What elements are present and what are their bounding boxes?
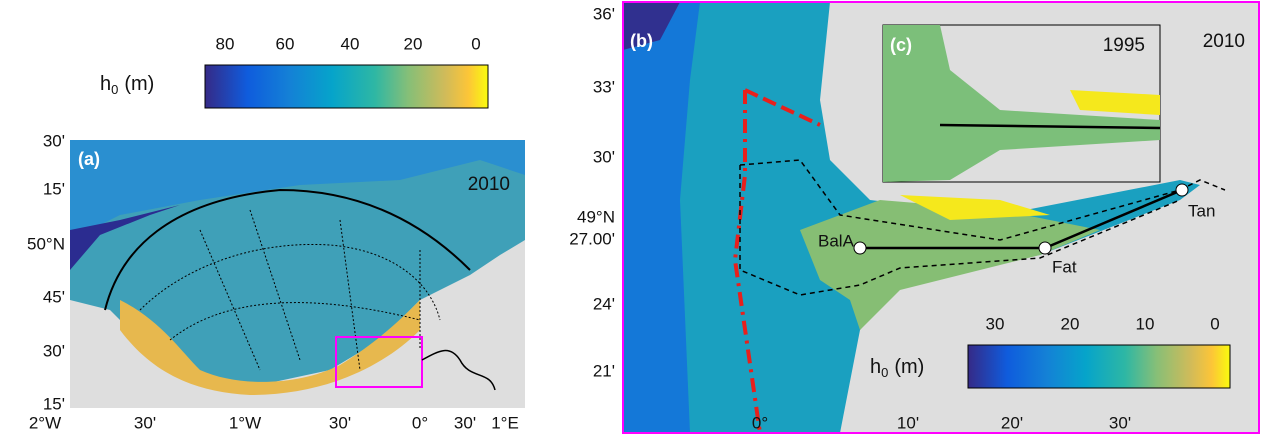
colorbar-tick: 40 xyxy=(341,34,360,53)
y-tick: 30' xyxy=(593,147,615,166)
site-label: Fat xyxy=(1052,257,1077,276)
deep-sea xyxy=(623,2,700,433)
panel-border xyxy=(622,1,1260,434)
x-tick: 20' xyxy=(1001,413,1023,432)
y-tick: 49°N xyxy=(577,207,615,226)
site xyxy=(1175,183,1189,197)
y-tick: 33' xyxy=(593,77,615,96)
colorbar-tick: 20 xyxy=(1061,314,1080,333)
y-tick: 30' xyxy=(43,341,65,360)
deepest xyxy=(70,205,180,270)
inset-label: (c) xyxy=(890,35,912,55)
y-tick: 15' xyxy=(43,394,65,413)
grid-boundary xyxy=(104,188,471,311)
subscript: 0 xyxy=(881,365,888,380)
year: 1995 xyxy=(1103,35,1145,56)
x-tick: 1°W xyxy=(229,413,261,432)
flat xyxy=(900,195,1050,220)
colorbar-tick: 20 xyxy=(404,34,423,53)
symbol: h xyxy=(870,356,881,378)
x-tick: 30' xyxy=(329,413,351,432)
colorbar-tick: 30 xyxy=(986,314,1005,333)
x-tick: 30' xyxy=(1109,413,1131,432)
colorbar-tick: 10 xyxy=(1136,314,1155,333)
colorbar xyxy=(967,344,1231,389)
symbol: h xyxy=(100,73,111,95)
x-tick: 2°W xyxy=(29,413,61,432)
panel-b: BalA Fat Tan (c) 1995 2010 (b) 36' 33' 3… xyxy=(569,1,1260,434)
shallow xyxy=(120,300,420,395)
y-tick: 15' xyxy=(43,179,65,198)
y-tick: 45' xyxy=(43,287,65,306)
boundary xyxy=(732,90,762,434)
panel-label: (a) xyxy=(78,149,100,169)
y-tick: 21' xyxy=(593,361,615,380)
zoom-box xyxy=(335,336,423,388)
river xyxy=(421,349,496,391)
colorbar-b: 30 20 10 0 h0 (m) xyxy=(870,314,1231,389)
unit: (m) xyxy=(124,73,154,95)
subscript: 0 xyxy=(111,82,118,97)
colorbar-label: h0 (m) xyxy=(100,73,154,97)
deepest xyxy=(623,2,680,50)
year: 2010 xyxy=(1203,31,1245,52)
site-label: Tan xyxy=(1188,201,1215,220)
y-tick: 24' xyxy=(593,294,615,313)
colorbar xyxy=(204,64,489,109)
x-tick: 1°E xyxy=(491,413,519,432)
colorbar-label: h0 (m) xyxy=(870,356,924,380)
y-tick: 30' xyxy=(43,131,65,150)
inset-flat xyxy=(1070,90,1160,115)
deep-sea xyxy=(70,140,525,240)
x-tick: 30' xyxy=(134,413,156,432)
panel-label: (b) xyxy=(630,31,653,51)
boundary xyxy=(744,88,821,127)
year: 2010 xyxy=(468,174,510,195)
site xyxy=(853,241,867,255)
x-tick: 10' xyxy=(897,413,919,432)
colorbar-a: 80 60 40 20 0 h0 (m) xyxy=(100,34,489,109)
y-tick: 27.00' xyxy=(569,229,615,248)
x-tick: 30' xyxy=(454,413,476,432)
inset-sea xyxy=(883,25,1160,182)
unit: (m) xyxy=(894,356,924,378)
colorbar-tick: 0 xyxy=(471,34,480,53)
y-tick: 50°N xyxy=(27,234,65,253)
panel-a: (a) 2010 30' 15' 50°N 45' 30' 15' 2°W 30… xyxy=(27,131,525,432)
site xyxy=(1038,241,1052,255)
site-label: BalA xyxy=(818,231,855,250)
domain-outline xyxy=(739,159,1226,296)
inset-channel xyxy=(939,123,1161,130)
x-tick: 0° xyxy=(412,413,428,432)
y-tick: 36' xyxy=(593,4,615,23)
colorbar-tick: 0 xyxy=(1210,314,1219,333)
x-tick: 0° xyxy=(752,413,768,432)
colorbar-tick: 80 xyxy=(216,34,235,53)
colorbar-tick: 60 xyxy=(276,34,295,53)
